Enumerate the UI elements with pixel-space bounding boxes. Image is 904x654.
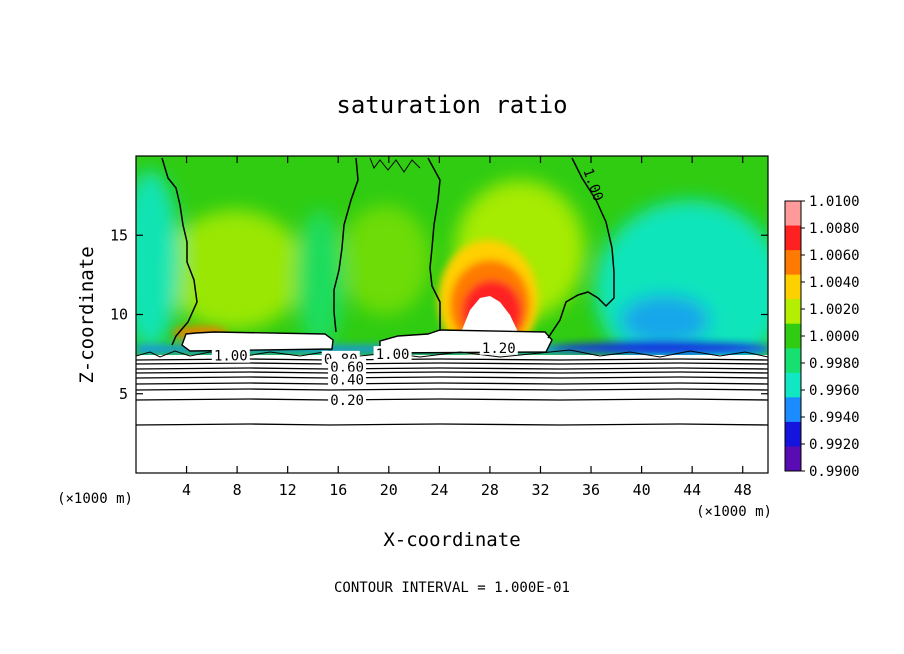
colorbar-swatch-5 bbox=[785, 323, 801, 349]
colorbar-swatch-1 bbox=[785, 225, 801, 251]
x-axis-label: X-coordinate bbox=[383, 529, 520, 551]
contour-label-5: 0.40 bbox=[330, 372, 364, 388]
stratified-contours bbox=[135, 358, 769, 426]
x-tick-label-1: 8 bbox=[233, 481, 242, 499]
contour-label-bg-2 bbox=[479, 339, 518, 355]
x-tick-label-6: 28 bbox=[481, 481, 499, 499]
contour-line-0p70 bbox=[135, 367, 769, 370]
contour-line-0p80 bbox=[135, 362, 769, 365]
contour-label-bg-0 bbox=[211, 347, 250, 363]
contour-label-1: 1.00 bbox=[376, 347, 410, 363]
colorbar-label-2: 1.0060 bbox=[809, 248, 860, 264]
colorbar-swatch-7 bbox=[785, 372, 801, 398]
contour-line-0p60 bbox=[135, 371, 769, 374]
x-tick-label-8: 36 bbox=[582, 481, 600, 499]
x-tick-label-0: 4 bbox=[182, 481, 191, 499]
contour-1p00-top-wiggles bbox=[369, 157, 421, 173]
colorbar-label-8: 0.9940 bbox=[809, 410, 860, 426]
contour-label-bg-6 bbox=[328, 392, 367, 408]
contour-label-2: 1.20 bbox=[482, 341, 516, 357]
y-tick-label-2: 15 bbox=[110, 226, 128, 244]
colorbar-swatch-4 bbox=[785, 299, 801, 325]
colorbar-swatch-3 bbox=[785, 274, 801, 300]
y-axis-label: Z-coordinate bbox=[76, 246, 98, 383]
colorbar-swatch-9 bbox=[785, 421, 801, 447]
cyan-region-left bbox=[136, 170, 180, 350]
blue-base-right bbox=[550, 342, 768, 354]
contour-label-0: 1.00 bbox=[214, 349, 248, 365]
x-axis-unit-right: (×1000 m) bbox=[696, 504, 772, 520]
colorbar-label-4: 1.0020 bbox=[809, 302, 860, 318]
colorbar-swatch-2 bbox=[785, 250, 801, 276]
contour-label-6: 0.20 bbox=[330, 393, 364, 409]
contour-line-0p30 bbox=[135, 388, 769, 391]
contour-line-0p10 bbox=[135, 423, 769, 426]
chart-title: saturation ratio bbox=[336, 91, 567, 119]
blue-region-right bbox=[620, 295, 710, 345]
cloud-left-white bbox=[181, 331, 334, 352]
x-tick-label-2: 12 bbox=[279, 481, 297, 499]
colorbar-label-10: 0.9900 bbox=[809, 464, 860, 480]
colorbar-label-5: 1.0000 bbox=[809, 329, 860, 345]
contour-label-bg-1 bbox=[373, 346, 412, 362]
colorbar-label-0: 1.0100 bbox=[809, 194, 860, 210]
contour-interval-note: CONTOUR INTERVAL = 1.000E-01 bbox=[334, 580, 570, 596]
colorbar-swatch-8 bbox=[785, 397, 801, 423]
contour-label-bg-4 bbox=[328, 358, 367, 374]
subsaturated-layer bbox=[136, 355, 768, 473]
colorbar-label-3: 1.0040 bbox=[809, 275, 860, 291]
x-tick-label-10: 44 bbox=[683, 481, 701, 499]
x-tick-label-4: 20 bbox=[380, 481, 398, 499]
yellow-plume-mid bbox=[340, 205, 430, 315]
colorbar-label-1: 1.0080 bbox=[809, 221, 860, 237]
colorbar: 1.0100 1.0080 1.0060 1.0040 1.0020 1.0000 0.99… bbox=[784, 194, 860, 480]
contour-line-0p40 bbox=[135, 382, 769, 385]
contour-1p00-right bbox=[547, 157, 615, 339]
x-tick-label-5: 24 bbox=[430, 481, 448, 499]
contour-1p00-center-right bbox=[427, 157, 441, 331]
contour-line-0p90 bbox=[135, 358, 769, 361]
contour-1p00-center-left bbox=[333, 157, 359, 333]
colorbar-label-6: 0.9980 bbox=[809, 356, 860, 372]
contour-1p00-left bbox=[161, 157, 198, 346]
colorbar-label-7: 0.9960 bbox=[809, 383, 860, 399]
y-tick-label-0: 5 bbox=[119, 385, 128, 403]
contour-label-bg-5 bbox=[328, 371, 367, 387]
colorbar-swatch-10 bbox=[785, 446, 801, 472]
x-tick-label-3: 16 bbox=[329, 481, 347, 499]
cyan-region-center bbox=[295, 210, 345, 350]
x-tick-label-11: 48 bbox=[734, 481, 752, 499]
colorbar-swatch-6 bbox=[785, 348, 801, 374]
yellow-plume-left bbox=[165, 210, 305, 330]
colorbar-swatch-0 bbox=[785, 201, 801, 227]
contour-line-0p20 bbox=[135, 398, 769, 401]
x-tick-label-9: 40 bbox=[633, 481, 651, 499]
colorbar-label-9: 0.9920 bbox=[809, 437, 860, 453]
y-tick-label-1: 10 bbox=[110, 306, 128, 324]
heatmap-field bbox=[136, 156, 768, 473]
x-axis-unit: (×1000 m) bbox=[57, 491, 133, 507]
contour-line-0p50 bbox=[135, 376, 769, 379]
x-tick-label-7: 32 bbox=[531, 481, 549, 499]
